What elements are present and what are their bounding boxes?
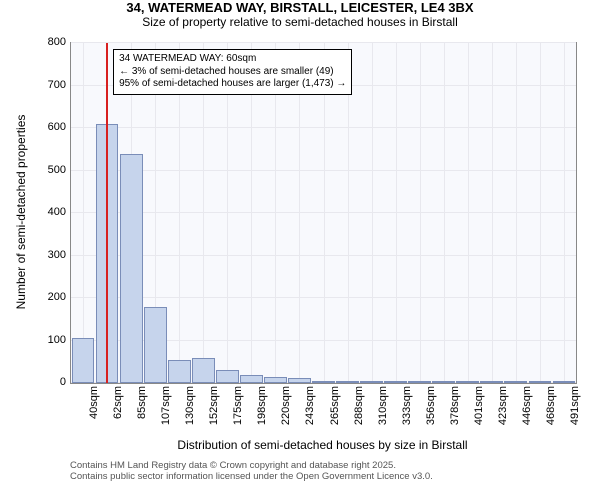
x-tick: 446sqm [521, 386, 533, 425]
x-tick: 40sqm [88, 386, 100, 419]
gridline-v [444, 43, 445, 383]
gridline-v [492, 43, 493, 383]
bar [192, 358, 215, 384]
gridline-v [516, 43, 517, 383]
bar [456, 381, 479, 383]
x-tick: 107sqm [160, 386, 172, 425]
x-axis-label: Distribution of semi-detached houses by … [70, 438, 575, 452]
title-main: 34, WATERMEAD WAY, BIRSTALL, LEICESTER, … [0, 0, 600, 15]
annotation-line2: ← 3% of semi-detached houses are smaller… [119, 66, 346, 79]
y-tick: 600 [0, 121, 66, 133]
footer: Contains HM Land Registry data © Crown c… [70, 460, 433, 482]
bar [312, 381, 335, 383]
y-tick: 0 [0, 376, 66, 388]
footer-line1: Contains HM Land Registry data © Crown c… [70, 460, 433, 471]
annotation-box: 34 WATERMEAD WAY: 60sqm← 3% of semi-deta… [113, 49, 352, 95]
plot-area: 34 WATERMEAD WAY: 60sqm← 3% of semi-deta… [70, 42, 577, 384]
gridline-v [396, 43, 397, 383]
x-tick: 152sqm [208, 386, 220, 425]
x-tick: 85sqm [136, 386, 148, 419]
x-tick: 198sqm [256, 386, 268, 425]
x-tick: 220sqm [280, 386, 292, 425]
x-tick: 310sqm [377, 386, 389, 425]
gridline-v [420, 43, 421, 383]
gridline-v [564, 43, 565, 383]
bar [240, 375, 263, 384]
x-tick: 378sqm [449, 386, 461, 425]
x-tick: 401sqm [473, 386, 485, 425]
gridline-v [83, 43, 84, 383]
y-tick: 100 [0, 334, 66, 346]
gridline-v [372, 43, 373, 383]
y-tick: 800 [0, 36, 66, 48]
bar [72, 338, 95, 383]
bar [504, 381, 527, 383]
annotation-line3: 95% of semi-detached houses are larger (… [119, 78, 346, 91]
x-tick: 288sqm [353, 386, 365, 425]
bar [480, 381, 503, 383]
bar [264, 377, 287, 383]
bar [408, 381, 431, 383]
x-tick: 62sqm [112, 386, 124, 419]
annotation-line1: 34 WATERMEAD WAY: 60sqm [119, 53, 346, 66]
x-tick: 333sqm [401, 386, 413, 425]
y-tick: 700 [0, 79, 66, 91]
bar [553, 381, 576, 383]
y-tick: 300 [0, 249, 66, 261]
x-tick: 423sqm [497, 386, 509, 425]
bar [384, 381, 407, 383]
bar [288, 378, 311, 383]
title-sub: Size of property relative to semi-detach… [0, 15, 600, 29]
x-tick: 491sqm [569, 386, 581, 425]
x-tick: 130sqm [184, 386, 196, 425]
x-tick: 175sqm [232, 386, 244, 425]
y-tick: 400 [0, 206, 66, 218]
bar [216, 370, 239, 383]
bar [120, 154, 143, 384]
gridline-v [540, 43, 541, 383]
bar [336, 381, 359, 383]
footer-line2: Contains public sector information licen… [70, 471, 433, 482]
bar [432, 381, 455, 383]
y-tick: 500 [0, 164, 66, 176]
bar [144, 307, 167, 384]
chart-container: 34, WATERMEAD WAY, BIRSTALL, LEICESTER, … [0, 0, 600, 500]
bar [360, 381, 383, 383]
bar [529, 381, 552, 383]
reference-line [106, 43, 108, 383]
gridline-v [468, 43, 469, 383]
y-tick: 200 [0, 291, 66, 303]
x-tick: 468sqm [545, 386, 557, 425]
x-tick: 265sqm [329, 386, 341, 425]
x-tick: 243sqm [304, 386, 316, 425]
x-tick: 356sqm [425, 386, 437, 425]
bar [168, 360, 191, 383]
